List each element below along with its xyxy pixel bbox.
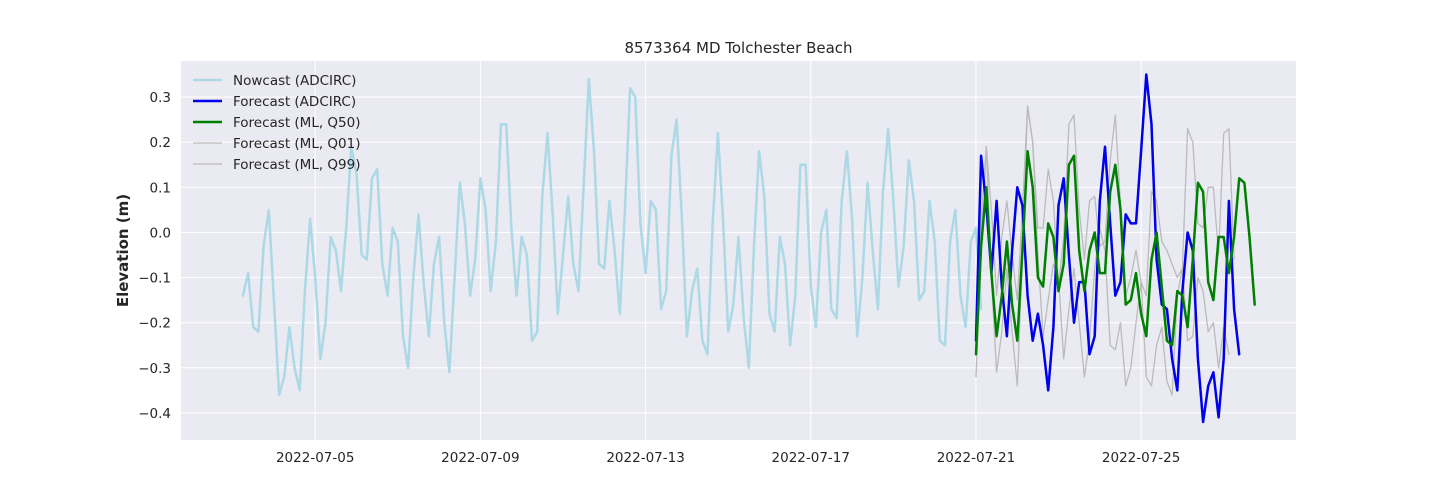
legend-label: Forecast (ADCIRC) xyxy=(233,94,356,110)
y-tick-label: −0.3 xyxy=(138,361,171,377)
series-line-forecast-adcirc xyxy=(974,73,1241,424)
x-tick-label: 2022-07-21 xyxy=(937,450,1015,466)
y-axis-label: Elevation (m) xyxy=(114,194,132,307)
x-axis: 2022-07-05 2022-07-09 2022-07-13 2022-07-17… xyxy=(276,450,1180,466)
chart-title: 8573364 MD Tolchester Beach xyxy=(624,39,852,57)
legend-label: Forecast (ML, Q99) xyxy=(233,157,361,173)
x-tick-label: 2022-07-05 xyxy=(276,450,354,466)
y-tick-label: 0.2 xyxy=(150,135,171,151)
x-tick-label: 2022-07-25 xyxy=(1102,450,1180,466)
legend-label: Nowcast (ADCIRC) xyxy=(233,73,356,89)
series-line-nowcast-adcirc xyxy=(241,77,983,397)
y-tick-label: −0.4 xyxy=(138,406,171,422)
legend-label: Forecast (ML, Q50) xyxy=(233,115,361,131)
x-tick-label: 2022-07-13 xyxy=(606,450,684,466)
y-tick-label: 0.1 xyxy=(150,180,171,196)
series-line-forecast-ml-q01 xyxy=(975,105,1230,396)
x-tick-label: 2022-07-17 xyxy=(772,450,850,466)
y-tick-label: −0.1 xyxy=(138,271,171,287)
y-axis: −0.4 −0.3 −0.2 −0.1 0.0 0.1 0.2 0.3 xyxy=(138,90,171,422)
series-line-forecast-ml-q99 xyxy=(975,105,1235,346)
x-tick-label: 2022-07-09 xyxy=(441,450,519,466)
legend-label: Forecast (ML, Q01) xyxy=(233,136,361,152)
grid xyxy=(181,61,1296,440)
series-line-forecast-ml-q50 xyxy=(974,149,1256,356)
y-tick-label: 0.0 xyxy=(150,225,171,241)
legend: Nowcast (ADCIRC) Forecast (ADCIRC) Forecas… xyxy=(193,73,361,173)
series-group xyxy=(241,73,1256,424)
y-tick-label: 0.3 xyxy=(150,90,171,106)
y-tick-label: −0.2 xyxy=(138,316,171,332)
